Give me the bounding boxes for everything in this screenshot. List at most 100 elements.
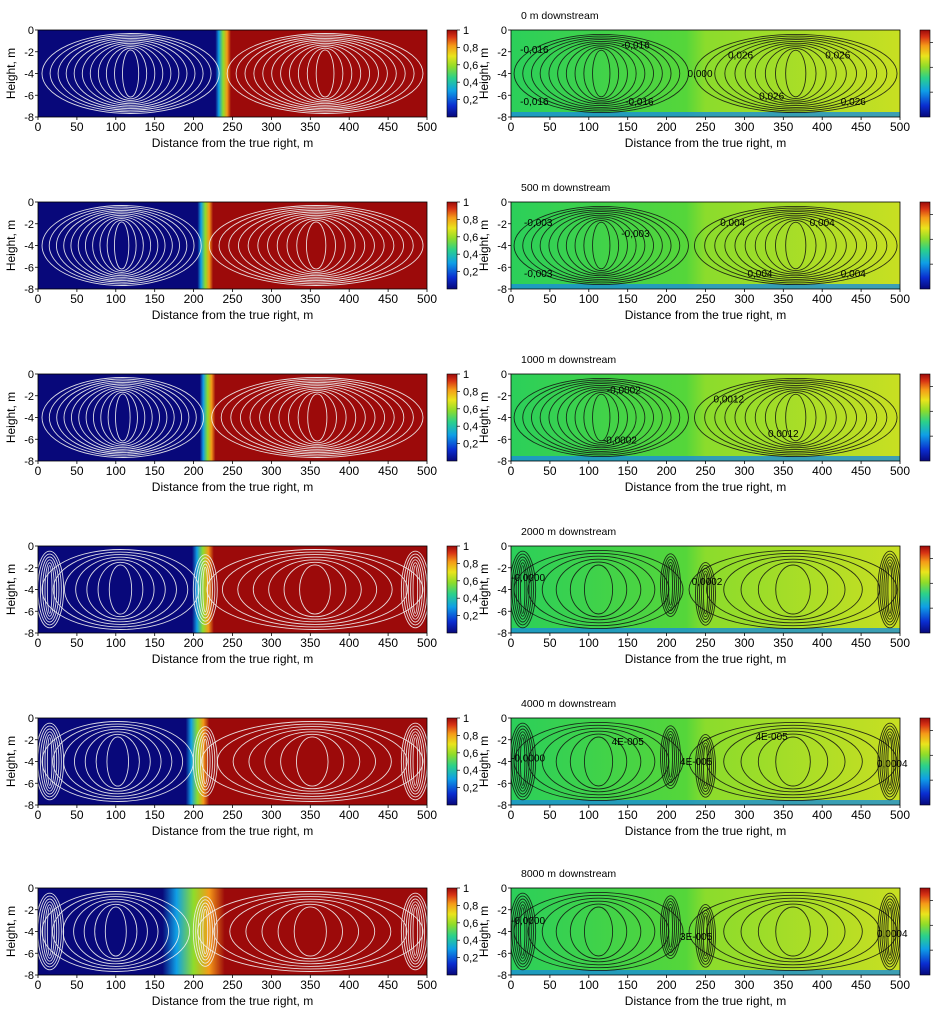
x-tick-label: 500: [890, 808, 910, 822]
contour-line: [200, 563, 211, 616]
x-tick-label: 450: [378, 978, 398, 992]
contour-line: [39, 556, 60, 623]
chart-panel-row2-right: 500 m downstream -0,003 -0,003 -0,003 0,004 0…: [477, 182, 933, 322]
contour-line: [734, 212, 857, 279]
contour-line: [226, 33, 424, 114]
contour-line: [511, 725, 534, 798]
contour-line: [44, 734, 55, 789]
y-tick-label: -2: [24, 219, 34, 231]
x-tick-label: 0: [508, 464, 515, 478]
contour-line: [592, 49, 611, 98]
y-axis-label: Height, m: [4, 736, 18, 787]
y-tick-label: -6: [497, 778, 507, 790]
contour-line: [664, 559, 677, 612]
y-tick-label: 0: [28, 25, 34, 37]
contour-line: [195, 729, 216, 794]
x-tick-label: 500: [890, 120, 910, 134]
x-tick-label: 500: [417, 120, 437, 134]
y-axis-label: Height, m: [4, 48, 18, 99]
x-tick-label: 350: [773, 808, 793, 822]
contour-line: [885, 562, 895, 617]
x-axis-label: Distance from the true right, m: [625, 652, 786, 666]
contour-line: [583, 906, 614, 957]
contour-line: [557, 386, 646, 449]
x-tick-label: 400: [812, 636, 832, 650]
x-tick-label: 400: [339, 636, 359, 650]
colorbar: [446, 717, 458, 806]
contour-line: [774, 47, 817, 100]
x-tick-label: 450: [851, 808, 871, 822]
contour-line: [97, 44, 164, 103]
x-tick-label: 100: [106, 292, 126, 306]
contour-line: [280, 42, 371, 105]
contour-line: [548, 40, 654, 107]
contour-line: [592, 221, 611, 270]
chart-panel-row3-right: 1000 m downstream -0,0002 -0,0002 0,0012 0,0…: [477, 354, 933, 494]
contour-line: [211, 377, 424, 458]
contour-line: [108, 564, 133, 615]
x-tick-label: 300: [261, 636, 281, 650]
x-tick-label: 0: [508, 292, 515, 306]
contour-line: [92, 388, 153, 447]
colorbar: [446, 29, 458, 118]
x-tick-label: 350: [773, 978, 793, 992]
contour-label: 0,026: [759, 92, 784, 103]
contour-line: [48, 206, 195, 285]
x-axis-label: Distance from the true right, m: [152, 824, 313, 838]
y-tick-label: 0: [28, 713, 34, 725]
colorbar-tick-label: 0,6: [463, 576, 478, 588]
contour-line: [63, 381, 183, 454]
contour-line: [39, 898, 60, 965]
contour-line: [555, 730, 642, 793]
bottom-layer: [511, 628, 900, 633]
contour-line: [73, 728, 162, 795]
heatmap-field: [511, 374, 900, 461]
x-tick-label: 50: [543, 120, 557, 134]
x-tick-label: 300: [261, 978, 281, 992]
colorbar-tick-label: 0,8: [463, 42, 478, 54]
chart-title: 8000 m downstream: [521, 868, 616, 880]
y-tick-label: -2: [24, 735, 34, 747]
colorbar-tick-label: 0,6: [463, 748, 478, 760]
colorbar-tick-label: 0,4: [463, 421, 478, 433]
y-axis-label: Height, m: [477, 48, 491, 99]
concentration-field: [38, 374, 427, 461]
contour-line: [703, 745, 708, 787]
x-tick-label: 0: [35, 292, 42, 306]
y-tick-label: -6: [497, 90, 507, 102]
contour-line: [267, 214, 366, 277]
contour-line: [569, 903, 628, 960]
x-tick-label: 0: [35, 636, 42, 650]
contour-line: [52, 551, 189, 628]
heatmap-field: [511, 718, 900, 805]
contour-line: [237, 554, 393, 625]
contour-line: [887, 907, 893, 956]
contour-line: [511, 550, 537, 629]
contour-line: [299, 564, 331, 615]
contour-line: [412, 565, 419, 614]
contour-line: [75, 556, 166, 623]
heatmap-field: [38, 202, 427, 289]
contour-label: -0,0002: [603, 436, 637, 447]
contour-line: [699, 909, 712, 962]
contour-line: [704, 207, 888, 284]
y-tick-label: -2: [497, 563, 507, 575]
y-axis-label: Height, m: [4, 392, 18, 443]
contour-line: [697, 564, 714, 623]
contour-line: [295, 736, 329, 787]
contour-line: [714, 381, 878, 454]
y-tick-label: -2: [24, 905, 34, 917]
contour-line: [57, 36, 204, 111]
concentration-field: [38, 546, 427, 633]
y-tick-label: -8: [497, 284, 507, 296]
contour-line: [280, 733, 345, 790]
contour-line: [775, 564, 811, 615]
contour-line: [574, 46, 628, 101]
y-tick-label: -6: [497, 262, 507, 274]
contour-label: 4E-005: [612, 737, 645, 748]
contour-line: [200, 735, 211, 788]
contour-line: [583, 736, 614, 787]
contour-line: [734, 384, 857, 451]
x-tick-label: 0: [508, 978, 515, 992]
contour-line: [78, 385, 168, 450]
